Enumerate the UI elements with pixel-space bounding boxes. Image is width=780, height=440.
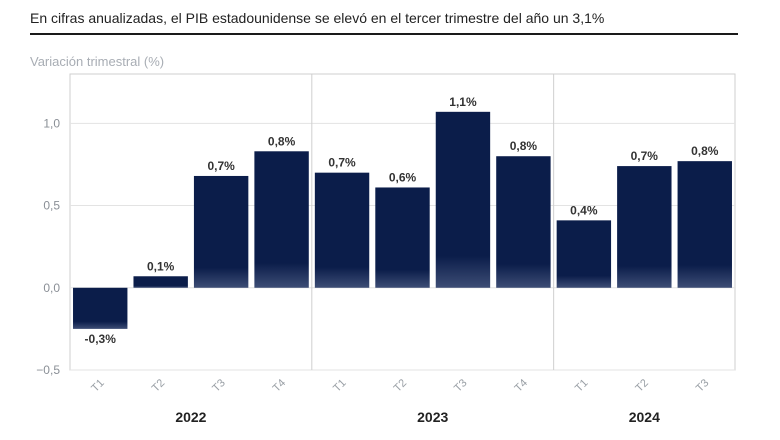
label-layer: 2022 2023 2024 -0,3% T1 0,1% T2 0,7% T3 0,8% T4 0,7… <box>85 95 719 425</box>
x-tick-label: T4 <box>513 377 531 395</box>
x-tick-label: T1 <box>331 377 349 395</box>
bar-2 <box>193 175 249 288</box>
bar-10 <box>677 161 732 288</box>
bar-5 <box>375 187 430 288</box>
data-label: -0,3% <box>85 332 117 346</box>
data-label: 0,8% <box>510 139 538 153</box>
bar-3 <box>254 151 309 288</box>
data-label: 0,7% <box>328 156 356 170</box>
data-label: 0,6% <box>389 170 417 184</box>
y-tick-label: 0,5 <box>43 199 60 213</box>
data-label: 0,7% <box>631 149 659 163</box>
y-axis-label: Variación trimestral (%) <box>30 54 165 69</box>
year-label: 2023 <box>417 409 448 425</box>
y-tick-label: 0,0 <box>43 281 60 295</box>
x-tick-label: T3 <box>694 377 712 395</box>
bar-layer <box>73 111 732 329</box>
year-label: 2024 <box>629 409 660 425</box>
x-tick-label: T1 <box>573 377 591 395</box>
x-tick-label: T2 <box>392 377 410 395</box>
year-label: 2022 <box>175 409 206 425</box>
data-label: 0,7% <box>207 159 235 173</box>
x-tick-label: T2 <box>633 377 651 395</box>
data-label: 0,1% <box>147 259 175 273</box>
data-label: 0,8% <box>691 144 719 158</box>
x-tick-label: T2 <box>150 377 168 395</box>
bar-4 <box>314 172 370 288</box>
data-label: 0,4% <box>570 203 598 217</box>
x-tick-label: T3 <box>210 377 228 395</box>
bar-7 <box>496 156 551 288</box>
x-tick-label: T1 <box>89 377 107 395</box>
chart-subtitle: En cifras anualizadas, el PIB estadounid… <box>30 10 605 26</box>
bar-1 <box>133 276 188 288</box>
bar-0 <box>73 287 128 329</box>
x-tick-label: T3 <box>452 377 470 395</box>
y-tick-label: −0,5 <box>36 363 60 377</box>
title-divider <box>30 33 738 35</box>
bar-8 <box>556 220 612 288</box>
bar-6 <box>435 111 491 288</box>
bar-9 <box>617 166 672 288</box>
y-tick-label: 1,0 <box>43 116 60 130</box>
x-tick-label: T4 <box>271 377 289 395</box>
data-label: 0,8% <box>268 134 296 148</box>
data-label: 1,1% <box>449 95 477 109</box>
